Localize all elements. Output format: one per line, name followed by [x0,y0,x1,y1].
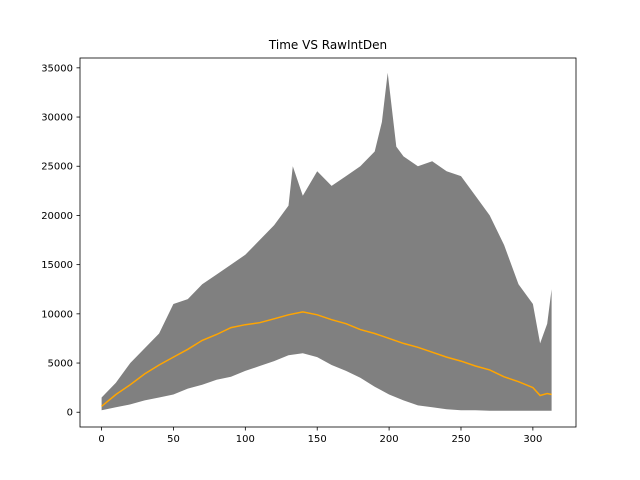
range-band [101,72,552,411]
chart-title: Time VS RawIntDen [268,38,387,52]
y-tick-label: 15000 [41,260,73,271]
x-tick-label: 0 [98,434,104,445]
y-tick-label: 5000 [48,359,73,370]
x-tick-label: 300 [523,434,542,445]
x-tick-label: 200 [380,434,399,445]
plot-area [101,72,552,411]
y-tick-label: 30000 [41,113,73,124]
x-tick-label: 50 [167,434,180,445]
x-tick-label: 150 [308,434,327,445]
x-tick-label: 100 [236,434,255,445]
axes-frame [79,57,577,428]
y-tick-label: 10000 [41,309,73,320]
axes: 0 50 100 150 200 250 300 0 5000 10000 15000 20000 25… [41,57,577,445]
mean-line [101,311,552,407]
y-tick-label: 35000 [41,63,73,74]
y-tick-label: 0 [67,408,73,419]
y-tick-label: 20000 [41,211,73,222]
x-tick-label: 250 [451,434,470,445]
y-tick-label: 25000 [41,162,73,173]
